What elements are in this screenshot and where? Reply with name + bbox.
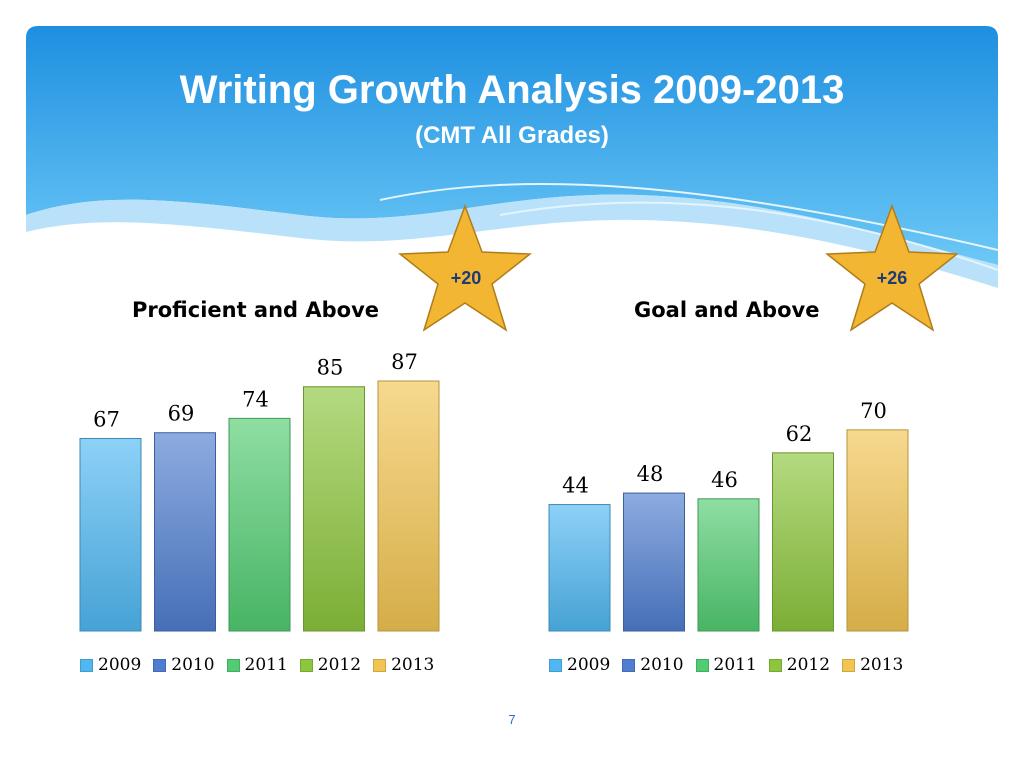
goal-legend-label-2012: 2012: [786, 655, 831, 675]
proficient-legend-swatch-2009: [80, 658, 93, 672]
proficient-bar-2009: [79, 437, 142, 632]
goal-legend-item-2013: 2013: [842, 655, 903, 675]
proficient-legend-swatch-2010: [153, 658, 167, 672]
goal-bar-label-2009: 44: [562, 474, 589, 498]
goal-bar-2013: [846, 429, 909, 632]
star-badge-right: [825, 203, 959, 332]
proficient-legend-item-2013: 2013: [373, 655, 434, 675]
goal-legend-item-2011: 2011: [695, 655, 757, 675]
goal-legend-item-2009: 2009: [549, 655, 610, 675]
chart-proficient-title: Proficient and Above: [132, 298, 380, 322]
proficient-legend-label-2013: 2013: [391, 655, 435, 675]
proficient-bar-label-2013: 87: [391, 350, 418, 374]
goal-bar-label-2011: 46: [711, 468, 738, 492]
legend-goal: 2009 2010 2011 2012 2013: [549, 654, 915, 676]
header-wave-background: [26, 26, 999, 288]
slide-title: Writing Growth Analysis 2009-2013: [179, 68, 845, 112]
goal-legend-swatch-2011: [695, 658, 709, 672]
goal-legend-swatch-2010: [622, 658, 636, 672]
goal-legend-label-2013: 2013: [860, 655, 904, 675]
proficient-bar-2010: [154, 432, 216, 632]
goal-bar-label-2013: 70: [860, 399, 887, 423]
proficient-legend-item-2009: 2009: [80, 655, 141, 675]
proficient-legend-label-2012: 2012: [317, 655, 362, 675]
star-badge-right-label: +26: [876, 268, 908, 288]
goal-legend-label-2010: 2010: [640, 655, 684, 675]
proficient-legend-label-2011: 2011: [244, 655, 288, 675]
goal-bar-2012: [772, 452, 834, 632]
proficient-bar-label-2011: 74: [242, 387, 269, 411]
goal-bar-2011: [697, 498, 760, 632]
proficient-legend-swatch-2012: [299, 658, 313, 672]
star-badge-left: [398, 203, 532, 332]
page-number: 7: [508, 712, 516, 727]
goal-legend-label-2011: 2011: [713, 655, 757, 675]
goal-bar-label-2012: 62: [786, 422, 813, 446]
goal-bar-2010: [623, 492, 685, 632]
proficient-bar-label-2012: 85: [317, 356, 344, 380]
proficient-legend-item-2011: 2011: [226, 655, 288, 675]
slide-subtitle: (CMT All Grades): [415, 122, 609, 149]
goal-legend-item-2010: 2010: [622, 655, 684, 675]
proficient-bar-label-2010: 69: [168, 402, 195, 426]
proficient-bar-2012: [303, 386, 365, 632]
goal-legend-swatch-2009: [549, 658, 562, 672]
proficient-bar-2013: [377, 380, 440, 632]
proficient-bar-2011: [228, 417, 291, 632]
legend-proficient: 2009 2010 2011 2012 2013: [80, 654, 446, 676]
goal-bar-2009: [548, 504, 611, 632]
star-badge-left-label: +20: [450, 268, 482, 288]
proficient-legend-swatch-2011: [226, 658, 240, 672]
proficient-legend-item-2012: 2012: [299, 655, 362, 675]
goal-legend-label-2009: 2009: [567, 655, 611, 675]
goal-bar-label-2010: 48: [637, 462, 664, 486]
chart-goal-title: Goal and Above: [634, 298, 820, 322]
proficient-legend-label-2010: 2010: [171, 655, 215, 675]
goal-legend-swatch-2013: [842, 658, 856, 672]
proficient-legend-swatch-2013: [373, 658, 387, 672]
goal-legend-swatch-2012: [768, 658, 782, 672]
proficient-legend-label-2009: 2009: [98, 655, 142, 675]
goal-legend-item-2012: 2012: [768, 655, 831, 675]
proficient-bar-label-2009: 67: [93, 407, 120, 431]
proficient-legend-item-2010: 2010: [153, 655, 215, 675]
